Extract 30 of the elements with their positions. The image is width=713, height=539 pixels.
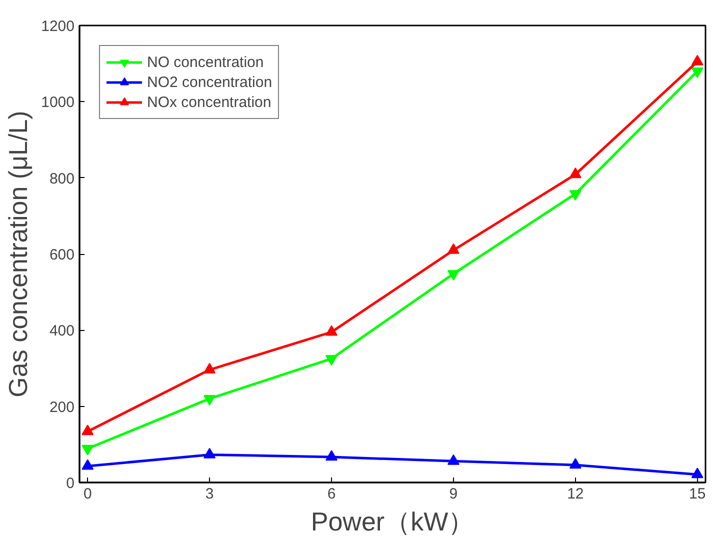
point	[204, 448, 216, 458]
x-axis-title: Power（kW）	[310, 506, 474, 536]
point	[691, 468, 704, 478]
y-tick-label: 400	[49, 322, 75, 340]
legend-label: NOx concentration	[147, 94, 272, 110]
point	[326, 325, 338, 336]
legend-label: NO concentration	[147, 54, 264, 70]
x-tick-label: 12	[567, 486, 584, 502]
point	[447, 454, 460, 465]
y-tick-label: 1000	[41, 94, 75, 112]
y-tick-label: 1200	[41, 18, 75, 35]
y-tick-label: 0	[66, 475, 74, 492]
legend-label: NO2 concentration	[147, 74, 272, 90]
y-tick-label: 600	[49, 246, 75, 264]
y-axis-title: Gas concentration (μL/L)	[3, 110, 34, 398]
point	[204, 362, 216, 374]
point	[569, 458, 582, 469]
point	[691, 54, 704, 66]
x-tick-label: 9	[449, 486, 458, 502]
y-tick-label: 800	[49, 170, 75, 188]
x-tick-label: 0	[83, 486, 92, 502]
point	[82, 424, 94, 436]
x-tick-label: 15	[689, 486, 706, 502]
point	[82, 459, 94, 470]
x-tick-label: 6	[327, 486, 336, 502]
point	[569, 168, 582, 178]
point	[326, 450, 338, 461]
point	[447, 243, 460, 254]
x-tick-label: 3	[205, 486, 214, 502]
y-tick-label: 200	[49, 398, 75, 416]
